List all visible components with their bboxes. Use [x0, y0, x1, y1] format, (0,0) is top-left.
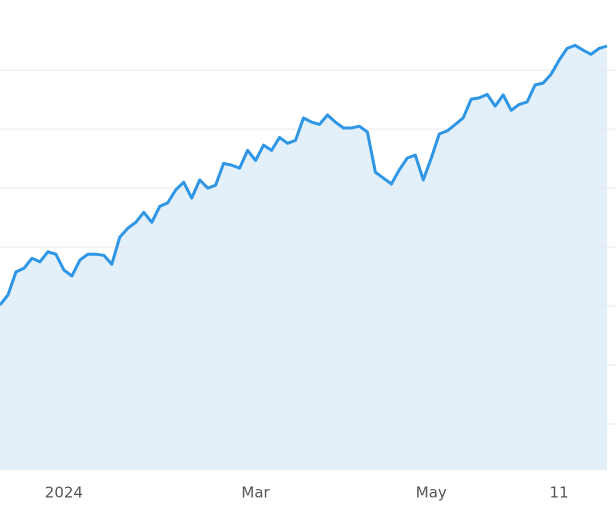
x-tick-label: 2024 — [45, 484, 83, 502]
line — [0, 43, 608, 306]
x-tick-label: 11 — [550, 484, 569, 502]
x-tick-label: May — [416, 484, 447, 502]
area — [0, 45, 607, 471]
x-tick-label: Mar — [241, 484, 270, 502]
